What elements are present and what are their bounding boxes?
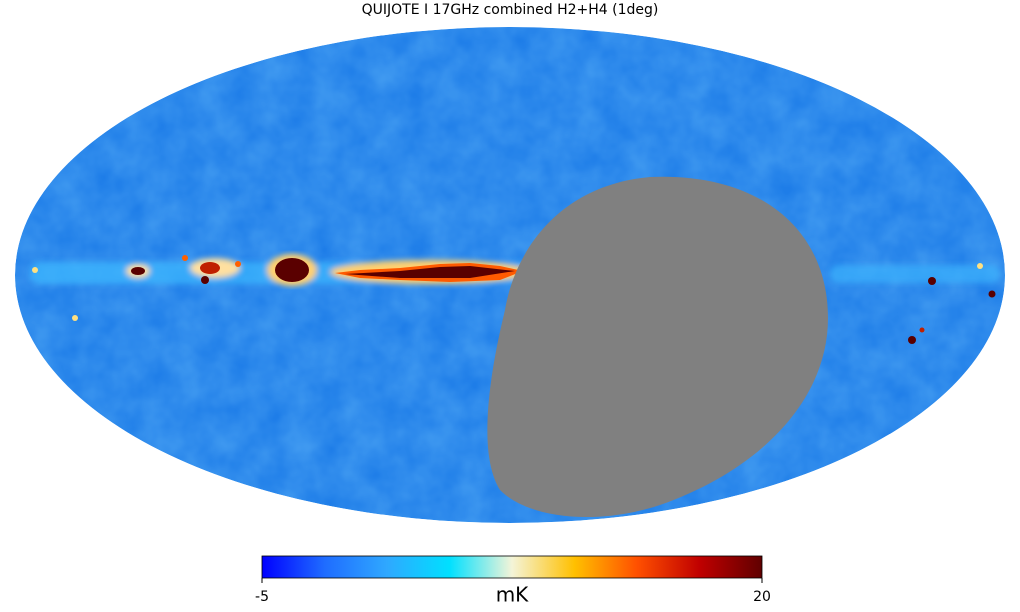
- galactic-plane-sources: [32, 255, 996, 344]
- colorbar-min-label: -5: [255, 589, 269, 605]
- sky-map: [15, 27, 1005, 523]
- masked-region: [487, 176, 828, 517]
- map-title: QUIJOTE I 17GHz combined H2+H4 (1deg): [362, 2, 659, 18]
- colorbar-unit: mK: [496, 583, 529, 607]
- colorbar: [261, 555, 763, 579]
- colorbar-max-label: 20: [753, 589, 771, 605]
